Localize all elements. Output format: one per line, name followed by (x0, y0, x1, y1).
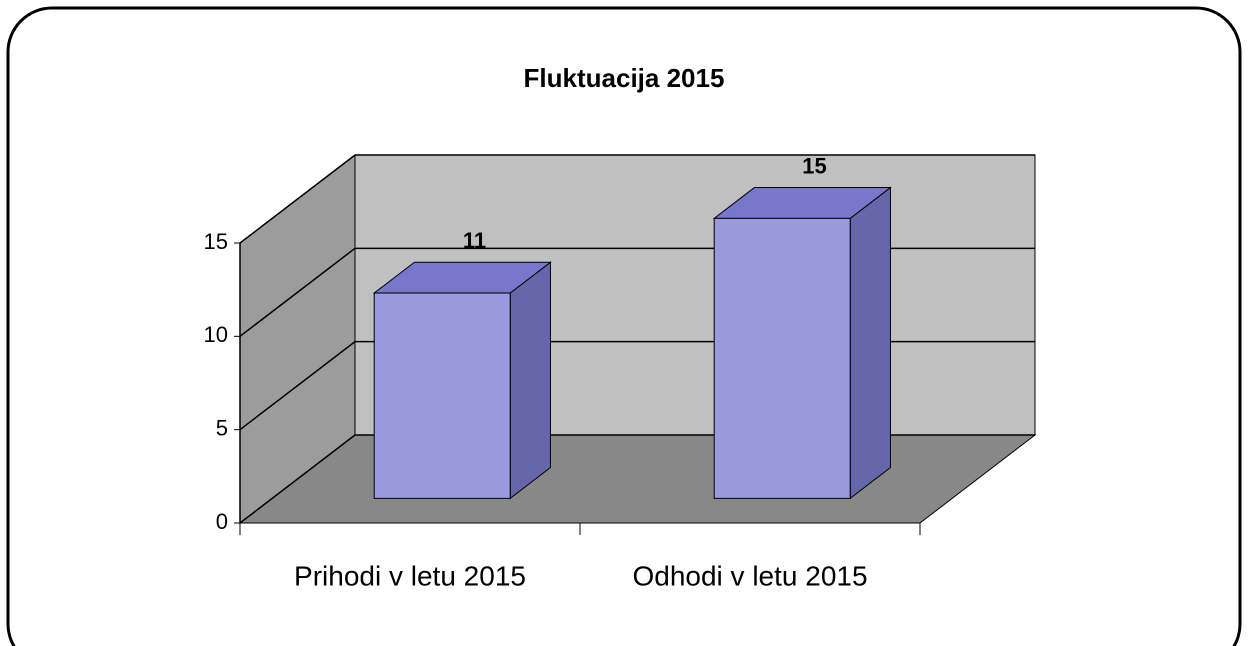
floor (238, 434, 1037, 524)
y-tick-label: 0 (216, 509, 228, 534)
bar (713, 217, 851, 499)
x-tick-label: Prihodi v letu 2015 (294, 560, 526, 591)
bar (373, 292, 511, 499)
chart-title: Fluktuacija 2015 (524, 63, 725, 93)
grid-line (239, 154, 1035, 244)
y-tick-label: 10 (204, 322, 228, 347)
data-label: 11 (463, 228, 486, 253)
bar-side (849, 186, 891, 500)
data-label: 15 (802, 153, 826, 178)
x-tick-label: Odhodi v letu 2015 (632, 560, 867, 591)
y-tick-label: 5 (216, 415, 228, 440)
bar-side (509, 261, 551, 500)
y-tick-label: 15 (204, 229, 228, 254)
